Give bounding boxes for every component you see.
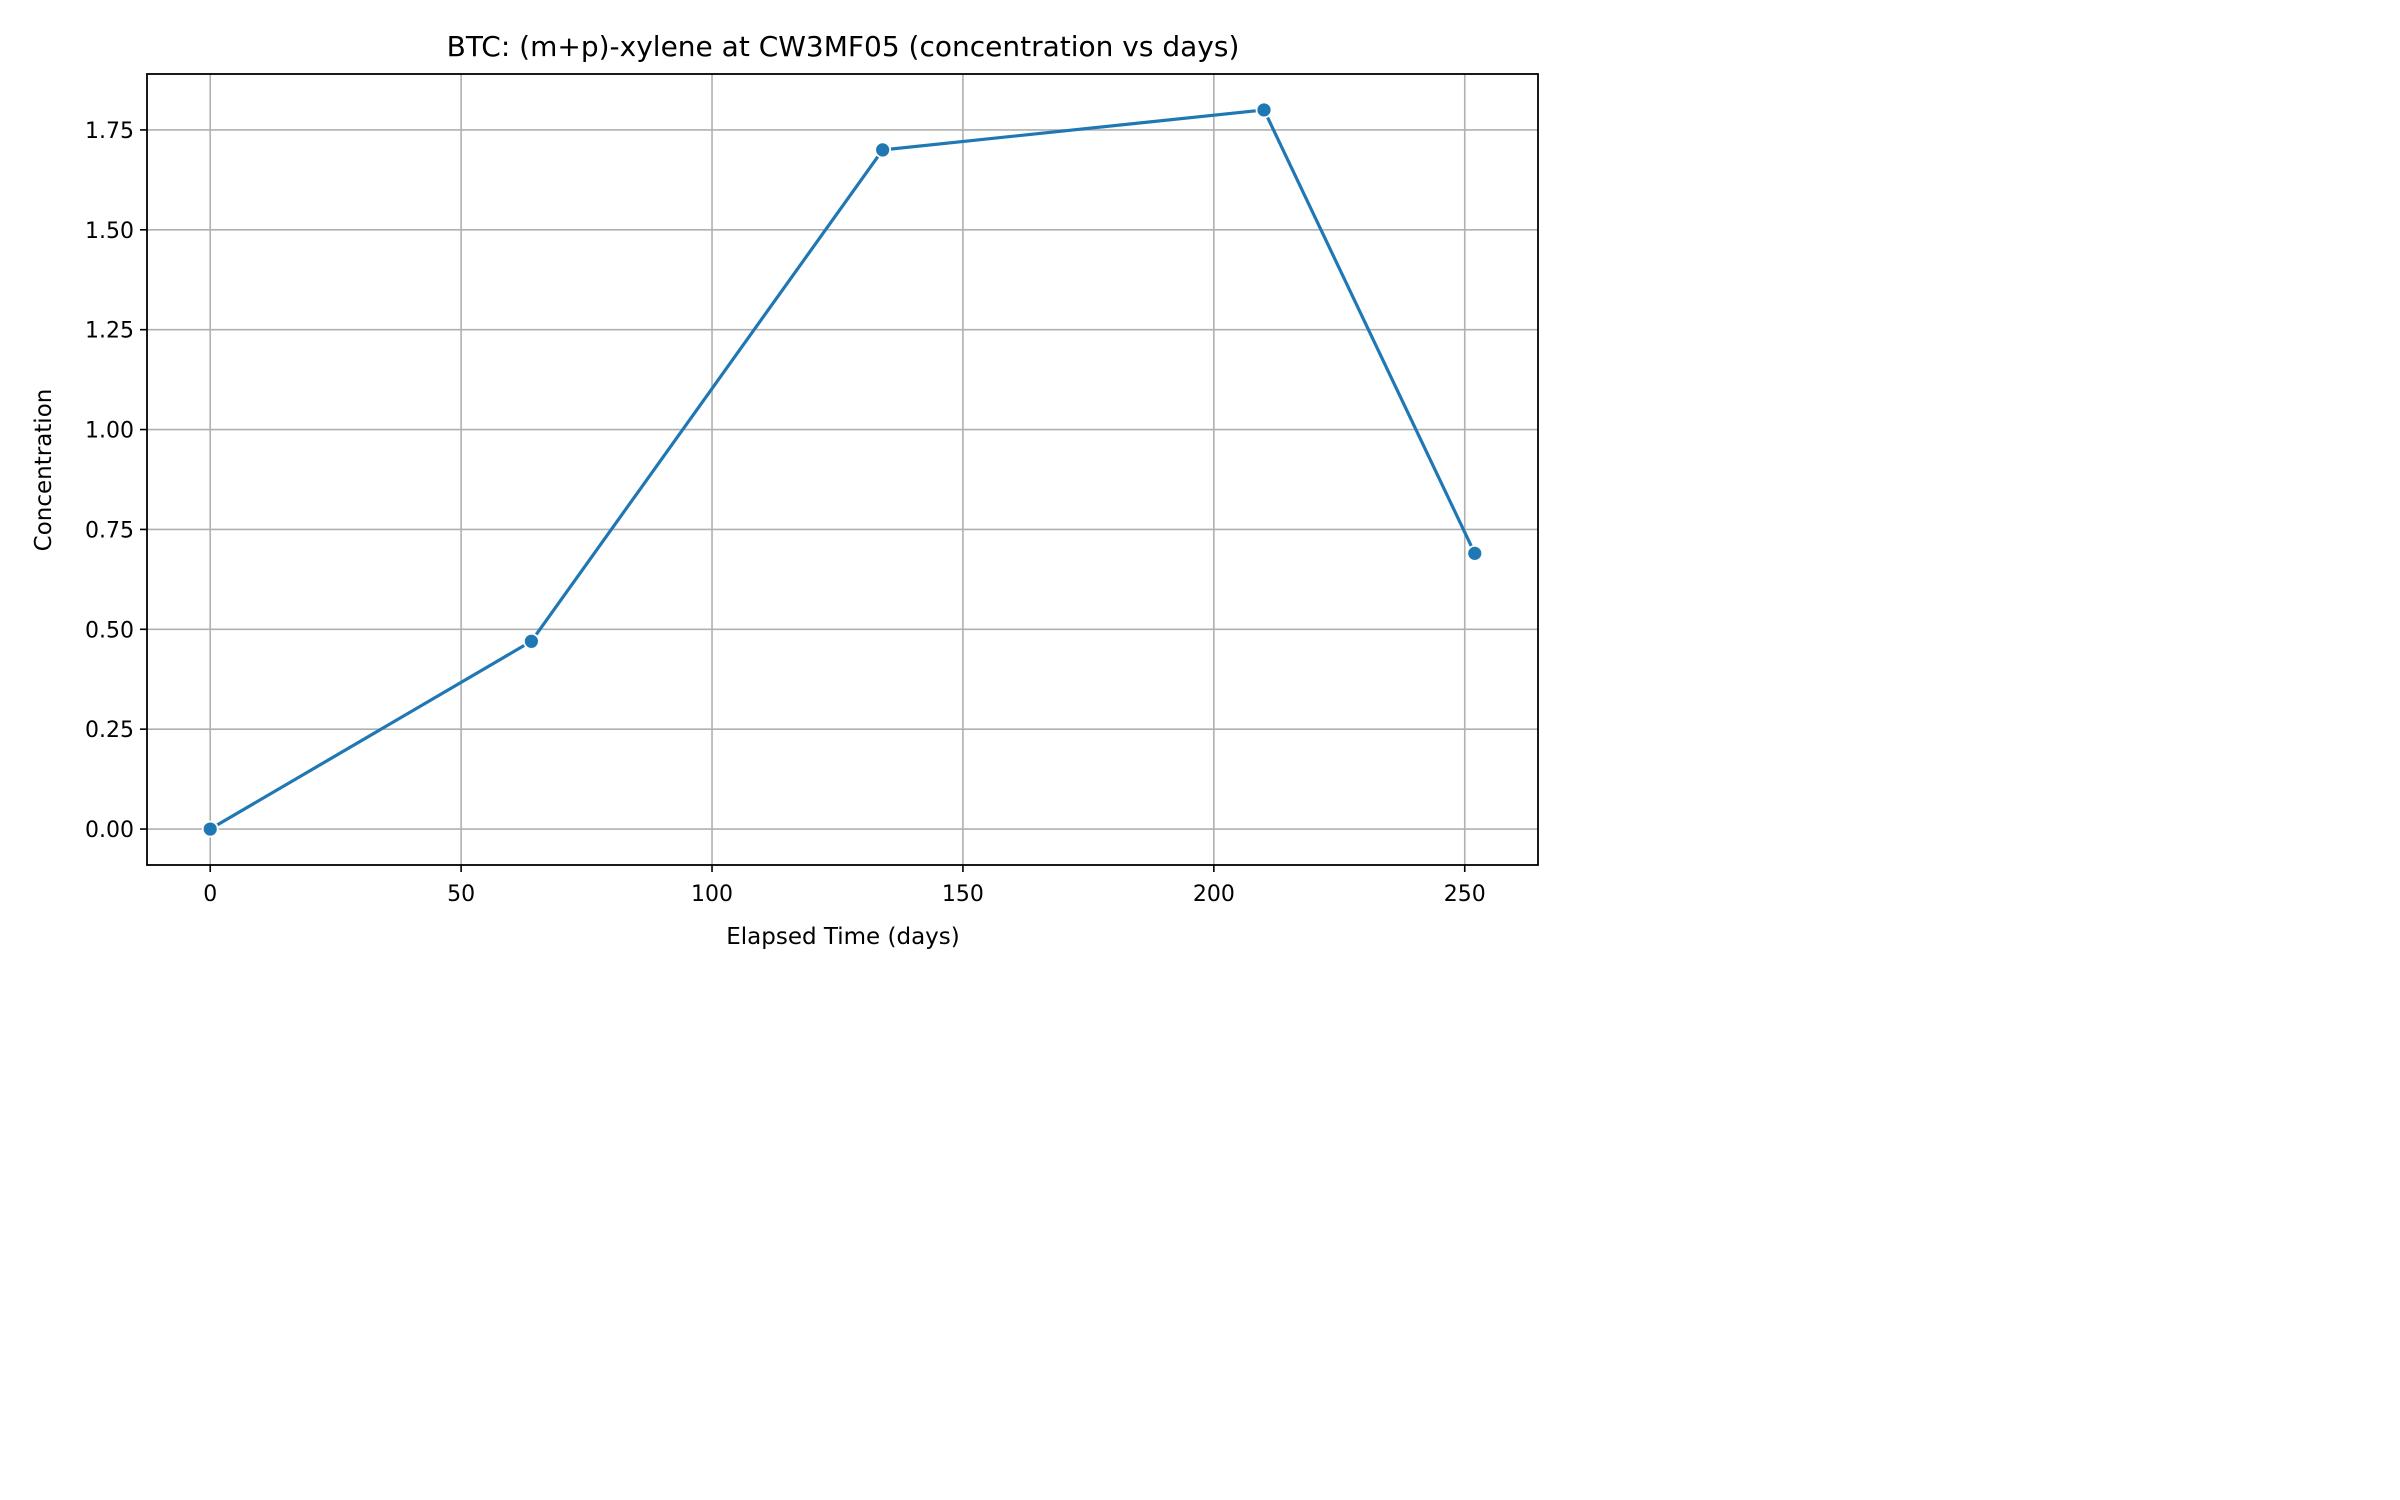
grid-layer: [147, 74, 1538, 865]
x-tick-label: 200: [1193, 882, 1235, 907]
y-tick-label: 0.25: [85, 718, 134, 743]
x-axis-label: Elapsed Time (days): [726, 924, 960, 950]
x-tick-label: 50: [447, 882, 475, 907]
data-point-marker: [522, 632, 540, 650]
x-tick-label: 0: [203, 882, 217, 907]
y-tick-label: 0.50: [85, 618, 134, 643]
series-line: [208, 108, 1477, 831]
line-chart: BTC: (m+p)-xylene at CW3MF05 (concentrat…: [31, 30, 1539, 950]
plot-frame: [146, 73, 1539, 866]
chart-figure: BTC: (m+p)-xylene at CW3MF05 (concentrat…: [0, 0, 1561, 975]
y-tick-label: 1.50: [85, 219, 134, 244]
tick-layer: 0 50 100 150 200 250 0.00 0.25 0.50 0.75 1.00 1.25 1…: [85, 119, 1486, 907]
chart-title: BTC: (m+p)-xylene at CW3MF05 (concentrat…: [447, 30, 1240, 63]
x-tick-label: 250: [1444, 882, 1486, 907]
data-point-marker: [201, 820, 219, 838]
y-axis-label: Concentration: [31, 389, 57, 552]
x-tick-label: 150: [942, 882, 984, 907]
x-tick-label: 100: [691, 882, 733, 907]
y-tick-label: 0.75: [85, 518, 134, 543]
data-point-marker: [874, 141, 892, 159]
y-tick-label: 1.75: [85, 119, 134, 144]
y-tick-label: 1.25: [85, 319, 134, 344]
data-point-marker: [1466, 544, 1484, 562]
y-tick-label: 1.00: [85, 419, 134, 444]
data-point-marker: [1255, 101, 1273, 119]
series-layer: [201, 101, 1484, 838]
y-tick-label: 0.00: [85, 818, 134, 843]
